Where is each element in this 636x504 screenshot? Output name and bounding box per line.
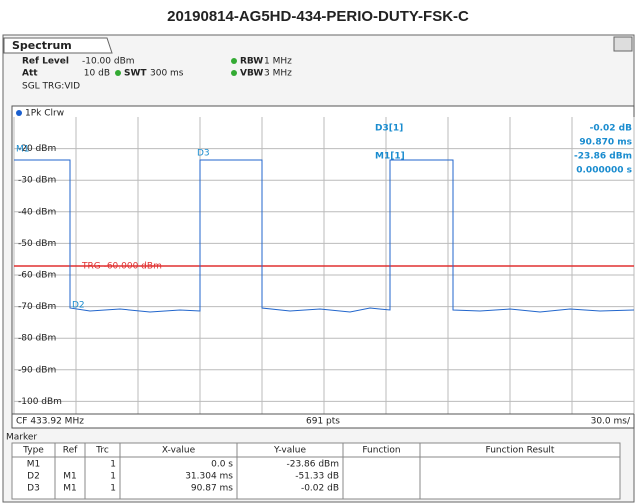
plot-marker: M1 — [16, 145, 30, 155]
cell: M1 — [27, 460, 41, 470]
y-label: -70 dBm — [18, 302, 56, 312]
y-label: -30 dBm — [18, 176, 56, 186]
plot-marker: D2 — [72, 301, 85, 311]
table-bg — [11, 442, 621, 500]
y-label: -100 dBm — [18, 397, 62, 407]
cell: -51.33 dB — [295, 472, 339, 482]
footer-center: CF 433.92 MHz — [16, 417, 84, 427]
y-label: -60 dBm — [18, 271, 56, 281]
cell: 0.0 s — [211, 460, 233, 470]
cell: D3 — [27, 484, 40, 494]
tab-shape — [3, 37, 113, 54]
att: Att — [22, 69, 38, 79]
marker-info: M1[1] — [375, 152, 405, 162]
cell: D2 — [27, 472, 40, 482]
table-title: Marker — [6, 433, 37, 443]
plot-frame — [11, 105, 635, 429]
att-value: 10 dB — [84, 69, 110, 79]
column-header: Type — [22, 446, 44, 456]
marker-info: 0.000000 s — [576, 166, 632, 176]
marker-info: -0.02 dB — [590, 124, 633, 134]
trigger-mode: SGL TRG:VID — [22, 82, 80, 92]
marker-table: Type Ref Trc X-value Y-value Function Function… — [11, 442, 621, 500]
y-label: -40 dBm — [18, 207, 56, 217]
marker-info: 90.870 ms — [579, 138, 632, 148]
swt: SWT — [124, 69, 147, 79]
footer-span: 30.0 ms/ — [591, 417, 631, 427]
cell: 90.87 ms — [191, 484, 233, 494]
y-label: -20 dBm — [18, 144, 56, 154]
y-label: -90 dBm — [18, 365, 56, 375]
cell: 1 — [110, 472, 116, 482]
trace — [14, 159, 635, 313]
dot — [231, 58, 237, 64]
cell: -0.02 dB — [301, 484, 339, 494]
dot — [115, 70, 121, 76]
cell: M1 — [63, 472, 77, 482]
rbw-value: 1 MHz — [264, 57, 292, 67]
cell: M1 — [63, 484, 77, 494]
y-label: -80 dBm — [18, 334, 56, 344]
cell: 1 — [110, 484, 116, 494]
vbw-value: 3 MHz — [264, 69, 292, 79]
trigger-label: TRG -60.000 dBm — [81, 262, 162, 272]
marker-info: -23.86 dBm — [574, 152, 632, 162]
cell: 31.304 ms — [185, 472, 233, 482]
swt-value: 300 ms — [150, 69, 184, 79]
column-header: Trc — [95, 446, 109, 456]
cell: -23.86 dBm — [286, 460, 339, 470]
y-label: -50 dBm — [18, 239, 56, 249]
marker-info: D3[1] — [375, 124, 403, 134]
menu-icon[interactable] — [613, 36, 633, 52]
rbw: RBW — [240, 57, 263, 67]
column-header: Function Result — [486, 446, 555, 456]
column-header: X-value — [162, 446, 196, 456]
ref-value: -10.00 dBm — [82, 57, 135, 67]
column-header: Function — [362, 446, 400, 456]
vbw: VBW — [240, 69, 263, 79]
ref-level: Ref Level — [22, 57, 69, 67]
plot-marker: D3 — [197, 149, 210, 159]
column-header: Ref — [63, 446, 78, 456]
tab: Spectrum — [12, 39, 72, 52]
title: 20190814-AG5HD-434-PERIO-DUTY-FSK-C — [167, 8, 469, 25]
footer-points: 691 pts — [306, 417, 340, 427]
trace-dot — [16, 110, 22, 116]
cell: 1 — [110, 460, 116, 470]
trace-label: 1Pk Clrw — [25, 109, 64, 119]
column-header: Y-value — [273, 446, 306, 456]
dot — [231, 70, 237, 76]
